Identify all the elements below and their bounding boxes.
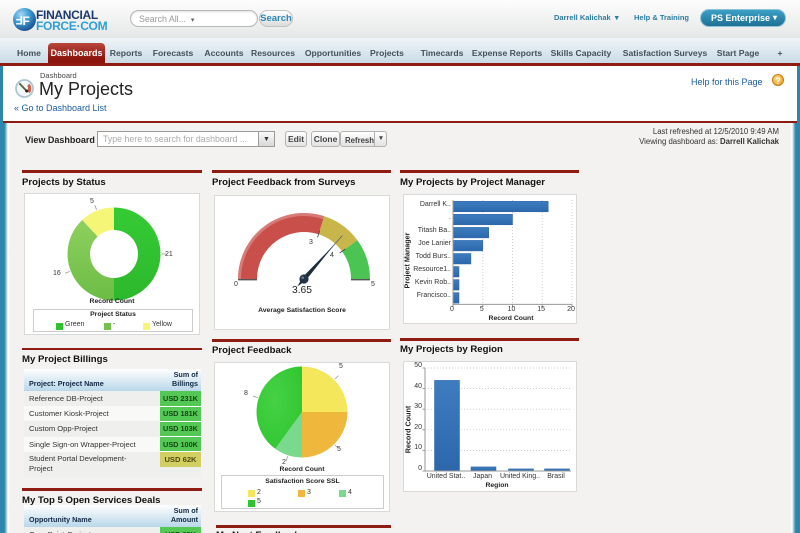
svg-text:F: F — [23, 14, 30, 28]
svg-text:F: F — [16, 12, 23, 26]
